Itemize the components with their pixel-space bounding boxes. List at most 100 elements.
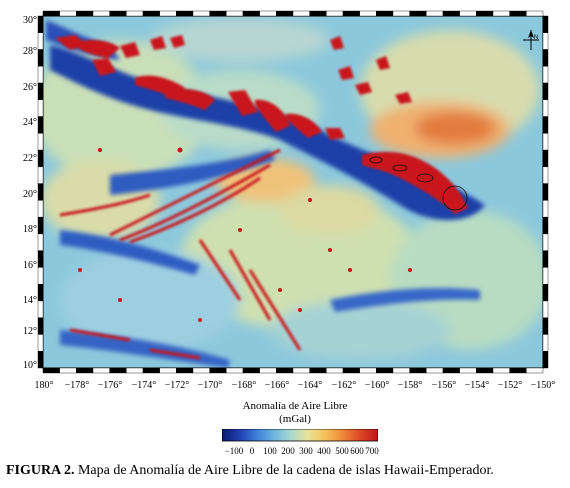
frame-segment bbox=[526, 367, 544, 374]
frame-segment bbox=[37, 250, 44, 268]
frame-segment bbox=[309, 10, 327, 17]
frame-segment bbox=[526, 10, 544, 17]
colorbar bbox=[222, 429, 378, 442]
colorbar-tick: 500 bbox=[335, 446, 349, 456]
lon-label: −176° bbox=[97, 380, 123, 391]
frame-segment bbox=[542, 15, 549, 33]
frame-segment bbox=[142, 10, 160, 17]
frame-segment bbox=[159, 10, 177, 17]
island-coastlines bbox=[369, 156, 468, 211]
frame-segment bbox=[226, 10, 244, 17]
frame-segment bbox=[542, 283, 549, 302]
frame-segment bbox=[42, 367, 60, 374]
frame-segment bbox=[476, 10, 494, 17]
lat-label: 24° bbox=[23, 117, 37, 128]
frame-segment bbox=[259, 10, 277, 17]
frame-segment bbox=[359, 10, 377, 17]
caption-label: FIGURA 2. bbox=[6, 463, 75, 478]
frame-segment bbox=[192, 367, 210, 374]
frame-segment bbox=[126, 367, 144, 374]
frame-segment bbox=[442, 367, 460, 374]
frame-segment bbox=[476, 367, 494, 374]
frame-segment bbox=[126, 10, 144, 17]
frame-segment bbox=[542, 317, 549, 335]
lat-label: 28° bbox=[23, 46, 37, 57]
lat-label: 26° bbox=[23, 82, 37, 93]
frame-segment bbox=[37, 99, 44, 117]
colorbar-tick: 200 bbox=[281, 446, 295, 456]
lon-label: −170° bbox=[197, 380, 223, 391]
frame-segment bbox=[392, 367, 410, 374]
lon-label: −150° bbox=[530, 380, 556, 391]
frame-segment bbox=[109, 367, 127, 374]
frame-segment bbox=[209, 367, 227, 374]
frame-segment bbox=[409, 367, 427, 374]
lon-label: −154° bbox=[464, 380, 490, 391]
lon-label: −158° bbox=[397, 380, 423, 391]
lat-label: 12° bbox=[23, 326, 37, 337]
lat-label: 30° bbox=[23, 15, 37, 26]
frame-segment bbox=[542, 267, 549, 285]
frame-segment bbox=[37, 15, 44, 33]
frame-segment bbox=[409, 10, 427, 17]
frame-segment bbox=[342, 10, 360, 17]
colorbar-tick: 700 bbox=[365, 446, 379, 456]
frame-segment bbox=[192, 10, 210, 17]
frame-segment bbox=[37, 317, 44, 335]
lat-label: 14° bbox=[23, 295, 37, 306]
colorbar-tick: 400 bbox=[317, 446, 331, 456]
map-field bbox=[43, 16, 543, 368]
frame-segment bbox=[37, 233, 44, 251]
frame-segment bbox=[76, 367, 94, 374]
lon-label: −166° bbox=[264, 380, 290, 391]
north-arrow-icon: N bbox=[523, 30, 539, 50]
frame-segment bbox=[37, 66, 44, 84]
frame-segment bbox=[59, 367, 77, 374]
frame-segment bbox=[142, 367, 160, 374]
lat-label: 20° bbox=[23, 189, 37, 200]
frame-segment bbox=[76, 10, 94, 17]
lon-label: −174° bbox=[131, 380, 157, 391]
frame-segment bbox=[37, 166, 44, 184]
frame-segment bbox=[542, 233, 549, 251]
frame-segment bbox=[376, 367, 394, 374]
colorbar-tick: 600 bbox=[350, 446, 364, 456]
frame-segment bbox=[209, 10, 227, 17]
frame-segment bbox=[542, 250, 549, 268]
frame-segment bbox=[37, 149, 44, 168]
lon-label: −164° bbox=[297, 380, 323, 391]
frame-segment bbox=[259, 367, 277, 374]
lon-label: −160° bbox=[364, 380, 390, 391]
frame-segment bbox=[509, 367, 527, 374]
lat-label: 10° bbox=[23, 360, 37, 371]
frame-segment bbox=[159, 367, 177, 374]
frame-segment bbox=[292, 367, 310, 374]
lon-label: −156° bbox=[431, 380, 457, 391]
frame-segment bbox=[37, 82, 44, 101]
frame-segment bbox=[542, 300, 549, 318]
frame-segment bbox=[426, 367, 444, 374]
frame-segment bbox=[37, 216, 44, 235]
lat-label: 22° bbox=[23, 153, 37, 164]
frame-segment bbox=[426, 10, 444, 17]
frame-segment bbox=[542, 149, 549, 168]
frame-segment bbox=[542, 334, 549, 352]
frame-segment bbox=[37, 32, 44, 50]
frame-segment bbox=[37, 334, 44, 352]
lon-label: −178° bbox=[64, 380, 90, 391]
frame-segment bbox=[37, 283, 44, 302]
frame-segment bbox=[542, 66, 549, 84]
frame-segment bbox=[542, 49, 549, 67]
figure-caption: FIGURA 2. Mapa de Anomalía de Aire Libre… bbox=[6, 462, 566, 480]
frame-segment bbox=[37, 183, 44, 201]
lat-label: 16° bbox=[23, 260, 37, 271]
frame-segment bbox=[459, 10, 477, 17]
frame-segment bbox=[109, 10, 127, 17]
frame-segment bbox=[37, 200, 44, 218]
lon-label: 180° bbox=[34, 380, 54, 391]
lon-label: −168° bbox=[231, 380, 257, 391]
frame-segment bbox=[542, 183, 549, 201]
lon-label: −172° bbox=[164, 380, 190, 391]
frame-segment bbox=[342, 367, 360, 374]
colorbar-title: Anomalía de Aire Libre bbox=[242, 400, 348, 412]
